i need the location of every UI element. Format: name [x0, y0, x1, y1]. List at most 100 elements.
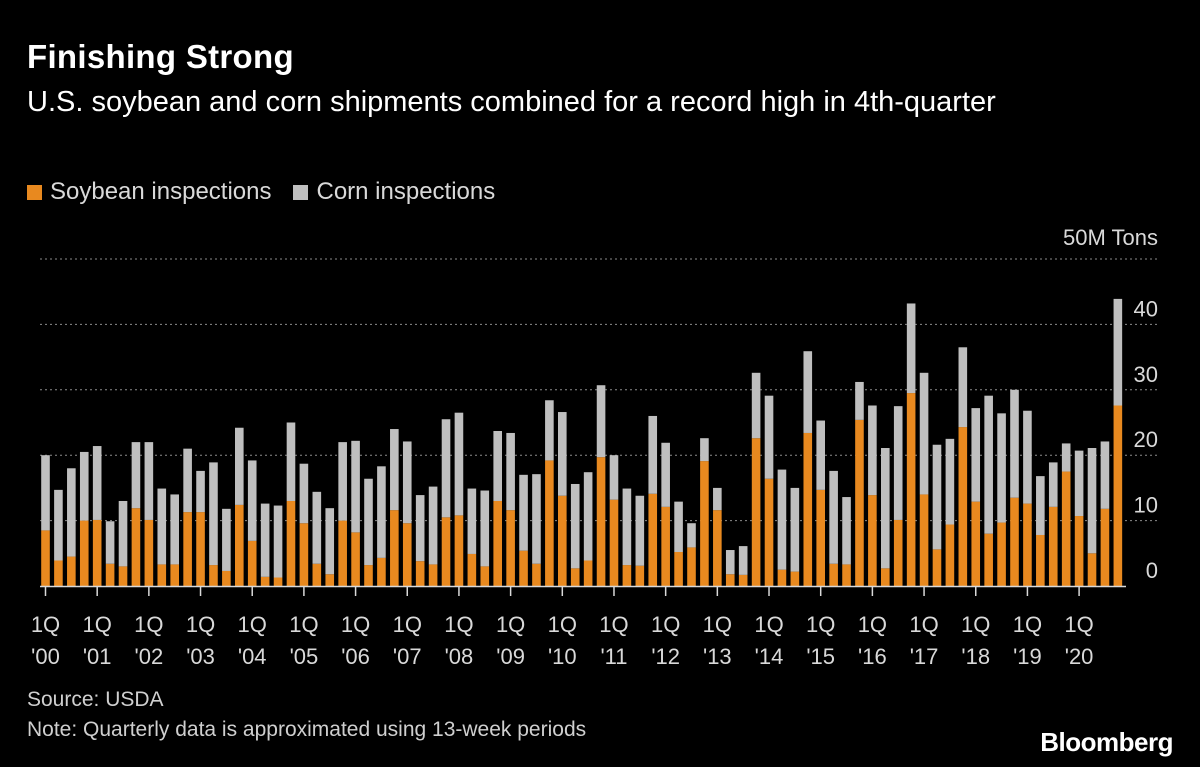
- bar-soybean: [79, 520, 89, 586]
- bar-soybean: [131, 508, 141, 586]
- bar-corn: [209, 462, 218, 566]
- bar-soybean: [997, 522, 1006, 586]
- bar-soybean: [286, 500, 296, 586]
- bar-corn: [958, 347, 968, 428]
- bar-soybean: [596, 457, 606, 586]
- bar-corn: [829, 470, 838, 564]
- bar-soybean: [222, 570, 231, 586]
- x-tick-label-quarter: 1Q: [238, 612, 267, 637]
- bar-soybean: [583, 560, 593, 586]
- bar-soybean: [984, 533, 993, 586]
- legend-swatch-corn: [293, 184, 309, 200]
- bar-corn: [493, 431, 502, 501]
- bar-corn: [648, 415, 658, 494]
- x-tick-label-quarter: 1Q: [754, 612, 783, 637]
- bar-soybean: [196, 512, 205, 586]
- bar-corn: [441, 419, 451, 518]
- bar-soybean: [1036, 534, 1045, 586]
- legend-item-soybean: Soybean inspections: [27, 178, 271, 206]
- bar-soybean: [816, 489, 825, 586]
- bar-soybean: [480, 566, 490, 586]
- bar-corn: [609, 455, 619, 500]
- x-tick-label-year: '17: [910, 644, 939, 669]
- y-tick-label: 30: [1134, 362, 1158, 387]
- x-tick-label-quarter: 1Q: [858, 612, 887, 637]
- x-tick-label-quarter: 1Q: [651, 612, 680, 637]
- bar-soybean: [932, 549, 942, 586]
- bar-soybean: [105, 563, 115, 586]
- bar-soybean: [545, 460, 554, 586]
- x-tick-label-year: '09: [496, 644, 525, 669]
- bar-soybean: [790, 571, 800, 586]
- x-tick-label-year: '02: [135, 644, 164, 669]
- bar-soybean: [893, 519, 903, 586]
- bar-soybean: [635, 565, 645, 586]
- bar-corn: [868, 405, 877, 496]
- bar-corn: [790, 487, 800, 572]
- bar-soybean: [906, 393, 916, 586]
- bar-corn: [855, 381, 864, 420]
- bar-soybean: [687, 547, 696, 586]
- bar-corn: [558, 412, 567, 496]
- bar-corn: [325, 508, 335, 575]
- bar-soybean: [493, 500, 502, 586]
- bar-corn: [764, 395, 774, 479]
- bar-soybean: [1061, 471, 1071, 586]
- bar-corn: [919, 372, 929, 495]
- bar-soybean: [1023, 503, 1032, 586]
- bar-soybean: [209, 565, 218, 586]
- bar-soybean: [67, 556, 76, 586]
- legend-label-corn: Corn inspections: [316, 178, 496, 205]
- x-tick-label-quarter: 1Q: [496, 612, 525, 637]
- bar-corn: [545, 400, 554, 461]
- bar-corn: [842, 497, 851, 565]
- x-tick-label-year: '08: [445, 644, 474, 669]
- bar-corn: [144, 442, 154, 520]
- bar-soybean: [144, 519, 154, 586]
- bloomberg-logo: Bloomberg: [1040, 727, 1173, 757]
- bar-corn: [235, 427, 244, 505]
- bar-corn: [1023, 410, 1032, 504]
- bar-soybean: [648, 493, 658, 586]
- bar-soybean: [428, 564, 438, 586]
- bar-corn: [286, 422, 296, 501]
- bar-corn: [92, 446, 102, 520]
- bar-soybean: [1010, 497, 1019, 586]
- bar-corn: [687, 523, 696, 548]
- bar-corn: [79, 451, 89, 521]
- x-tick-label-quarter: 1Q: [961, 612, 990, 637]
- chart-legend: Soybean inspections Corn inspections: [27, 178, 517, 206]
- legend-swatch-soybean: [27, 184, 42, 200]
- x-tick-label-year: '06: [341, 644, 370, 669]
- x-tick-label-year: '11: [600, 644, 627, 669]
- bar-soybean: [118, 566, 128, 586]
- x-tick-label-quarter: 1Q: [134, 612, 163, 637]
- x-tick-label-quarter: 1Q: [341, 612, 370, 637]
- bar-corn: [364, 478, 373, 566]
- bar-corn: [480, 490, 490, 567]
- x-tick-label-year: '16: [858, 644, 887, 669]
- bar-corn: [713, 487, 722, 511]
- bar-corn: [67, 468, 76, 557]
- bar-soybean: [609, 499, 619, 586]
- bar-corn: [377, 466, 386, 558]
- bar-corn: [351, 440, 360, 533]
- x-tick-label-quarter: 1Q: [83, 612, 112, 637]
- x-tick-label-year: '00: [31, 644, 60, 669]
- bar-soybean: [41, 530, 50, 586]
- bar-soybean: [92, 519, 102, 586]
- bar-corn: [635, 495, 645, 566]
- x-tick-label-year: '04: [238, 644, 267, 669]
- bar-soybean: [945, 524, 955, 586]
- bar-corn: [454, 412, 464, 516]
- bar-soybean: [1087, 553, 1097, 586]
- bar-soybean: [183, 512, 192, 586]
- bar-soybean: [725, 574, 735, 586]
- bar-soybean: [661, 506, 670, 586]
- bar-corn: [519, 474, 528, 551]
- bar-corn: [131, 442, 141, 509]
- x-tick-label-year: '07: [393, 644, 422, 669]
- bar-corn: [390, 429, 399, 511]
- bar-soybean: [338, 520, 347, 586]
- bar-corn: [945, 438, 955, 525]
